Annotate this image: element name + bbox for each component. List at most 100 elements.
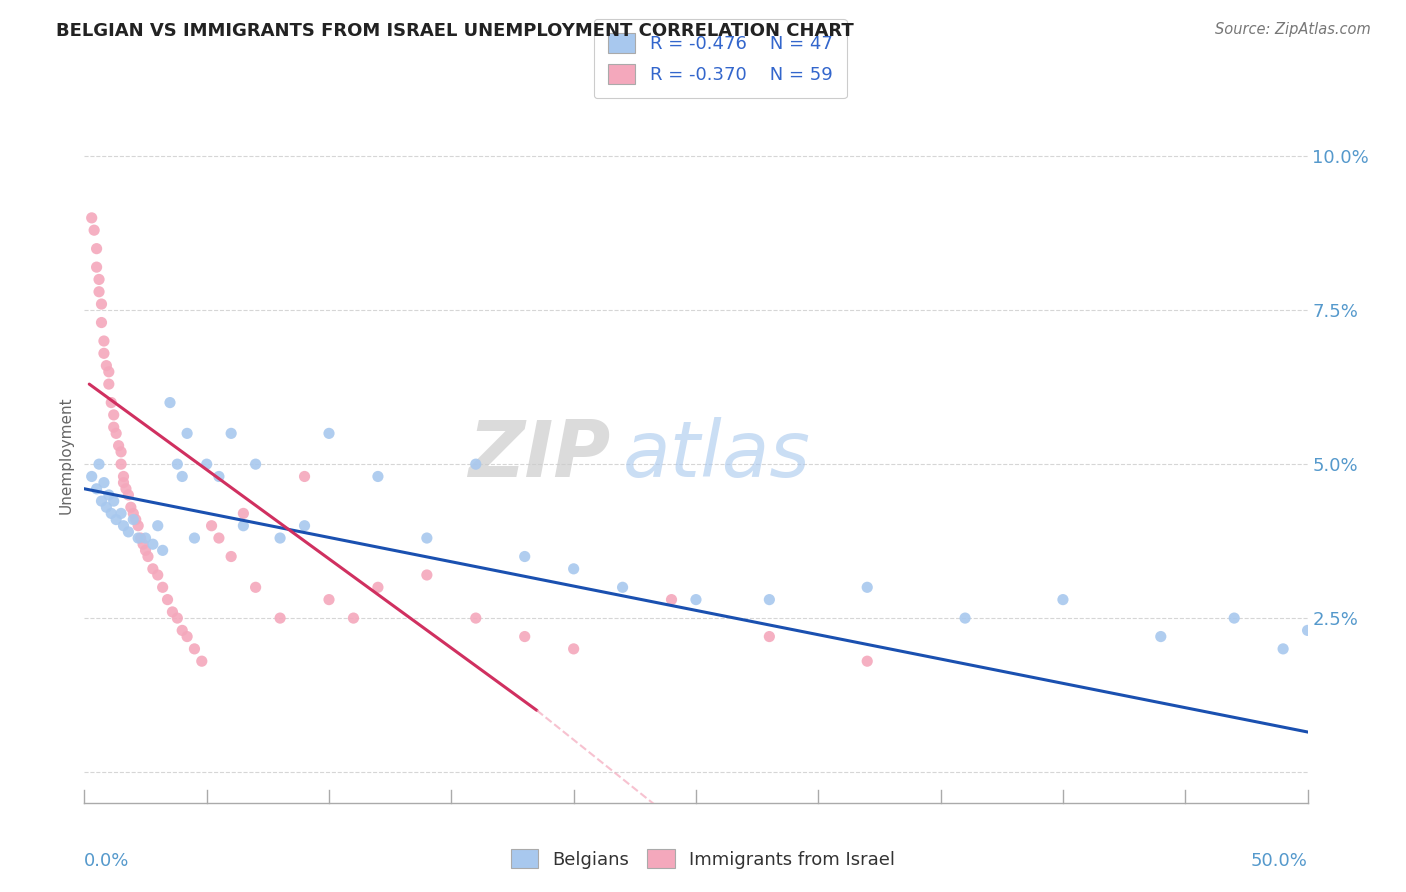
Point bbox=[758, 630, 780, 644]
Point bbox=[115, 482, 138, 496]
Point bbox=[120, 500, 142, 515]
Point bbox=[112, 475, 135, 490]
Point bbox=[97, 377, 120, 392]
Point bbox=[146, 568, 169, 582]
Point bbox=[159, 395, 181, 409]
Point bbox=[416, 568, 439, 582]
Point bbox=[122, 512, 145, 526]
Point bbox=[1296, 624, 1319, 638]
Point bbox=[200, 518, 222, 533]
Text: 0.0%: 0.0% bbox=[84, 852, 129, 870]
Point bbox=[342, 611, 364, 625]
Point bbox=[176, 630, 198, 644]
Point bbox=[208, 469, 231, 483]
Point bbox=[269, 531, 291, 545]
Point bbox=[416, 531, 439, 545]
Point bbox=[86, 260, 108, 274]
Point bbox=[122, 507, 145, 521]
Text: 50.0%: 50.0% bbox=[1251, 852, 1308, 870]
Legend: R = -0.476    N = 47, R = -0.370    N = 59: R = -0.476 N = 47, R = -0.370 N = 59 bbox=[593, 19, 846, 98]
Point bbox=[856, 580, 879, 594]
Point bbox=[135, 543, 157, 558]
Legend: Belgians, Immigrants from Israel: Belgians, Immigrants from Israel bbox=[503, 841, 903, 876]
Point bbox=[464, 611, 486, 625]
Point bbox=[195, 457, 218, 471]
Point bbox=[96, 359, 118, 373]
Point bbox=[117, 488, 139, 502]
Point bbox=[129, 531, 152, 545]
Point bbox=[562, 641, 585, 656]
Point bbox=[105, 512, 128, 526]
Point bbox=[1150, 630, 1173, 644]
Point bbox=[612, 580, 634, 594]
Point bbox=[172, 469, 194, 483]
Point bbox=[90, 297, 112, 311]
Point bbox=[318, 426, 340, 441]
Point bbox=[103, 494, 125, 508]
Text: Source: ZipAtlas.com: Source: ZipAtlas.com bbox=[1215, 22, 1371, 37]
Point bbox=[125, 512, 148, 526]
Text: ZIP: ZIP bbox=[468, 417, 610, 493]
Point bbox=[367, 469, 389, 483]
Text: atlas: atlas bbox=[623, 417, 810, 493]
Point bbox=[176, 426, 198, 441]
Point bbox=[367, 580, 389, 594]
Point bbox=[661, 592, 683, 607]
Point bbox=[294, 469, 316, 483]
Point bbox=[105, 426, 128, 441]
Point bbox=[110, 445, 132, 459]
Point bbox=[318, 592, 340, 607]
Point bbox=[183, 641, 205, 656]
Point bbox=[162, 605, 184, 619]
Point bbox=[156, 592, 179, 607]
Point bbox=[562, 562, 585, 576]
Point bbox=[96, 500, 118, 515]
Point bbox=[1052, 592, 1074, 607]
Point bbox=[103, 420, 125, 434]
Point bbox=[142, 537, 165, 551]
Point bbox=[107, 439, 129, 453]
Point bbox=[86, 482, 108, 496]
Point bbox=[758, 592, 780, 607]
Point bbox=[685, 592, 707, 607]
Point bbox=[87, 272, 110, 286]
Point bbox=[83, 223, 105, 237]
Point bbox=[953, 611, 976, 625]
Point bbox=[172, 624, 194, 638]
Point bbox=[97, 488, 120, 502]
Point bbox=[80, 469, 103, 483]
Point bbox=[103, 408, 125, 422]
Point bbox=[232, 518, 254, 533]
Point bbox=[110, 457, 132, 471]
Point bbox=[100, 395, 122, 409]
Point bbox=[152, 543, 174, 558]
Point bbox=[232, 507, 254, 521]
Point bbox=[513, 549, 536, 564]
Point bbox=[90, 494, 112, 508]
Point bbox=[152, 580, 174, 594]
Point bbox=[183, 531, 205, 545]
Point bbox=[219, 426, 242, 441]
Text: BELGIAN VS IMMIGRANTS FROM ISRAEL UNEMPLOYMENT CORRELATION CHART: BELGIAN VS IMMIGRANTS FROM ISRAEL UNEMPL… bbox=[56, 22, 853, 40]
Point bbox=[110, 507, 132, 521]
Point bbox=[136, 549, 159, 564]
Point bbox=[87, 285, 110, 299]
Y-axis label: Unemployment: Unemployment bbox=[58, 396, 73, 514]
Point bbox=[219, 549, 242, 564]
Point bbox=[142, 562, 165, 576]
Point bbox=[117, 524, 139, 539]
Point bbox=[245, 457, 267, 471]
Point bbox=[97, 365, 120, 379]
Point bbox=[513, 630, 536, 644]
Point bbox=[294, 518, 316, 533]
Point bbox=[146, 518, 169, 533]
Point bbox=[1223, 611, 1246, 625]
Point bbox=[166, 611, 188, 625]
Point bbox=[100, 507, 122, 521]
Point bbox=[208, 531, 231, 545]
Point bbox=[269, 611, 291, 625]
Point bbox=[464, 457, 486, 471]
Point bbox=[93, 346, 115, 360]
Point bbox=[127, 531, 149, 545]
Point bbox=[86, 242, 108, 256]
